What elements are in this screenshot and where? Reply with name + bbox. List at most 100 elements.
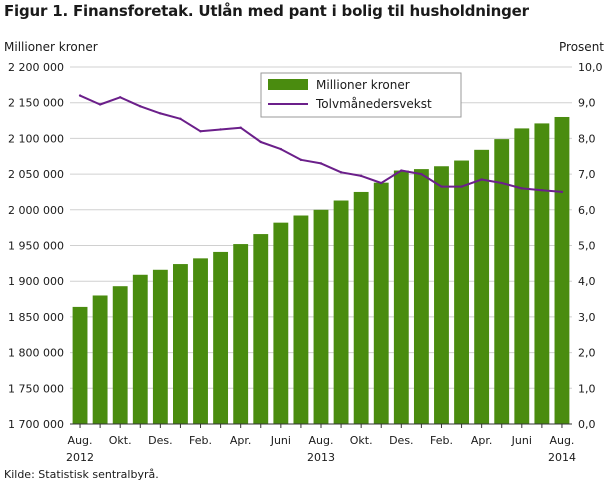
left-tick-label: 1 750 000 [8, 382, 64, 395]
bar [373, 182, 389, 424]
bar [233, 244, 249, 424]
line-point [119, 96, 122, 99]
line-point [359, 174, 363, 178]
x-tick-label: Feb. [189, 434, 212, 447]
line-point [400, 169, 403, 172]
source-note: Kilde: Statistisk sentralbyrå. [4, 468, 159, 481]
line-point [98, 103, 102, 106]
bar [72, 306, 88, 424]
chart-title: Figur 1. Finansforetak. Utlån med pant i… [4, 2, 529, 20]
x-tick-label: Aug. [309, 434, 334, 447]
bar [273, 222, 289, 424]
bar [253, 234, 269, 424]
x-tick-label: Des. [148, 434, 172, 447]
legend-label: Millioner kroner [316, 78, 410, 92]
x-tick-label: Des. [389, 434, 413, 447]
right-tick-label: 10,0 [578, 61, 603, 74]
line-point [319, 162, 323, 165]
left-tick-label: 2 000 000 [8, 204, 64, 217]
line-point [219, 128, 222, 131]
line-point [440, 185, 443, 188]
x-tick-label: Apr. [230, 434, 252, 447]
right-axis-label: Prosent [559, 40, 604, 54]
x-tick-label: Okt. [350, 434, 373, 447]
bar [132, 274, 148, 424]
right-tick-label: 0,0 [578, 418, 596, 431]
line-point [299, 158, 303, 162]
left-axis-label: Millioner kroner [4, 40, 98, 54]
line-point [540, 188, 544, 192]
right-tick-label: 6,0 [578, 204, 596, 217]
bar [514, 128, 530, 425]
bar-series [72, 116, 570, 425]
x-tick-label: Okt. [109, 434, 132, 447]
legend-bar-swatch [268, 79, 308, 90]
left-tick-label: 1 800 000 [8, 347, 64, 360]
x-tick-label: Apr. [471, 434, 493, 447]
right-tick-label: 2,0 [578, 347, 596, 360]
bar [193, 258, 208, 424]
bar [112, 286, 128, 424]
line-point [259, 140, 262, 144]
left-tick-label: 1 900 000 [8, 275, 64, 288]
bar [494, 139, 510, 424]
right-tick-label: 5,0 [578, 240, 596, 253]
left-tick-label: 1 700 000 [8, 418, 64, 431]
bar [213, 251, 229, 424]
line-point [78, 94, 82, 97]
bar [353, 191, 369, 424]
right-tick-label: 9,0 [578, 97, 596, 110]
bar [534, 123, 550, 424]
line-point [199, 130, 202, 133]
bar [92, 295, 108, 424]
line-point [560, 190, 564, 194]
year-label: 2014 [548, 451, 576, 464]
line-point [500, 181, 503, 185]
left-tick-label: 2 050 000 [8, 168, 64, 181]
right-tick-label: 8,0 [578, 132, 596, 145]
x-tick-label: Aug. [549, 434, 574, 447]
left-tick-label: 2 100 000 [8, 132, 64, 145]
line-point [420, 172, 423, 176]
line-point [239, 126, 242, 129]
line-point [339, 171, 343, 174]
bar [152, 269, 168, 424]
right-tick-label: 1,0 [578, 382, 596, 395]
line-point [179, 117, 182, 120]
bar [293, 215, 309, 424]
bar [554, 116, 570, 424]
bar [454, 160, 469, 424]
line-series [78, 94, 564, 194]
line-point [159, 112, 162, 115]
right-tick-label: 7,0 [578, 168, 596, 181]
right-tick-label: 3,0 [578, 311, 596, 324]
right-tick-label: 4,0 [578, 275, 596, 288]
axes: 1 700 000 1 750 000 1 800 000 1 850 000 1 90… [4, 40, 604, 464]
left-tick-label: 1 850 000 [8, 311, 64, 324]
line-point [380, 181, 383, 185]
left-tick-label: 1 950 000 [8, 240, 64, 253]
bar [173, 264, 188, 424]
x-tick-label: Aug. [68, 434, 93, 447]
line-point [279, 147, 283, 151]
bar [333, 200, 349, 424]
left-tick-label: 2 200 000 [8, 61, 64, 74]
year-label: 2013 [307, 451, 335, 464]
bar [393, 170, 409, 424]
bar [313, 209, 329, 424]
legend: Millioner kroner Tolvmånedersvekst [260, 72, 462, 118]
year-label: 2012 [66, 451, 94, 464]
line-point [520, 187, 523, 190]
left-tick-label: 2 150 000 [8, 97, 64, 110]
bar [474, 149, 490, 424]
legend-label: Tolvmånedersvekst [315, 97, 432, 111]
x-tick-label: Juni [270, 434, 291, 447]
bar [434, 166, 449, 424]
bar [413, 169, 429, 424]
x-tick-label: Juni [511, 434, 532, 447]
line-point [460, 185, 463, 188]
line-point [480, 178, 483, 181]
line-point [139, 105, 142, 108]
x-tick-label: Feb. [430, 434, 453, 447]
